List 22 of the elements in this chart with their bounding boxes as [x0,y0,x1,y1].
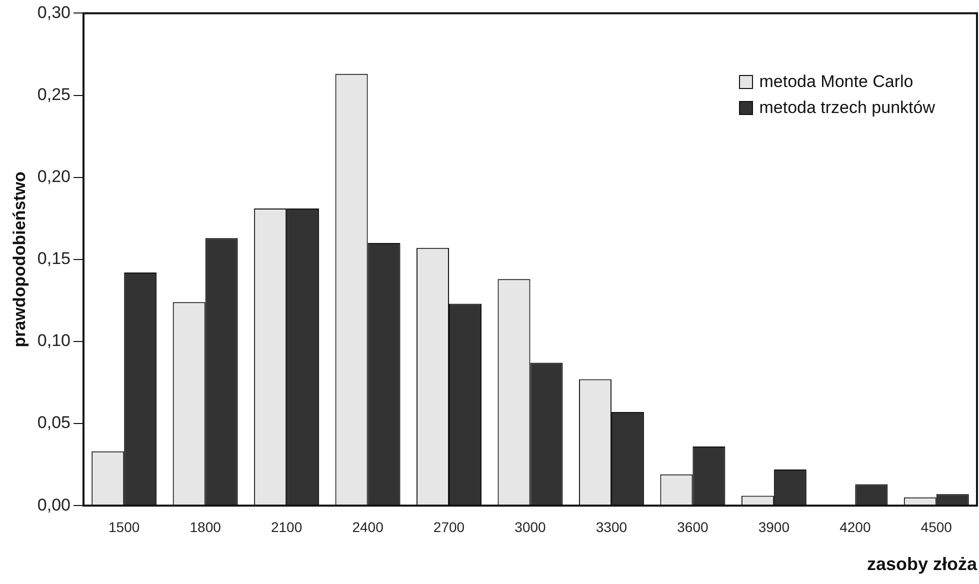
x-tick-label: 3600 [677,518,708,535]
legend-label: metoda Monte Carlo [759,72,914,92]
x-tick-label: 4200 [840,518,871,535]
y-tick-label: 0,20 [37,167,70,186]
y-tick-label: 0,25 [37,84,70,104]
y-tick-label: 0,30 [37,2,70,22]
x-tick-label: 2100 [270,518,302,535]
y-axis-title: prawdopodobieństwo [10,172,29,348]
y-tick-label: 0,00 [37,495,70,514]
x-tick-label: 4500 [920,518,952,535]
x-tick-label: 1500 [108,518,140,535]
x-tick-label: 3300 [596,518,628,535]
x-tick-label: 3000 [514,518,546,535]
legend-label: metoda trzech punktów [759,98,935,118]
x-axis-title: zasoby złoża [866,554,978,574]
x-tick-label: 3900 [758,518,790,535]
x-tick-label: 1800 [190,518,222,535]
x-tick-label: 2700 [433,518,465,535]
y-tick-label: 0,10 [37,331,70,350]
y-tick-label: 0,05 [37,413,70,432]
y-tick-label: 0,15 [37,249,70,268]
x-tick-label: 2400 [352,518,384,535]
